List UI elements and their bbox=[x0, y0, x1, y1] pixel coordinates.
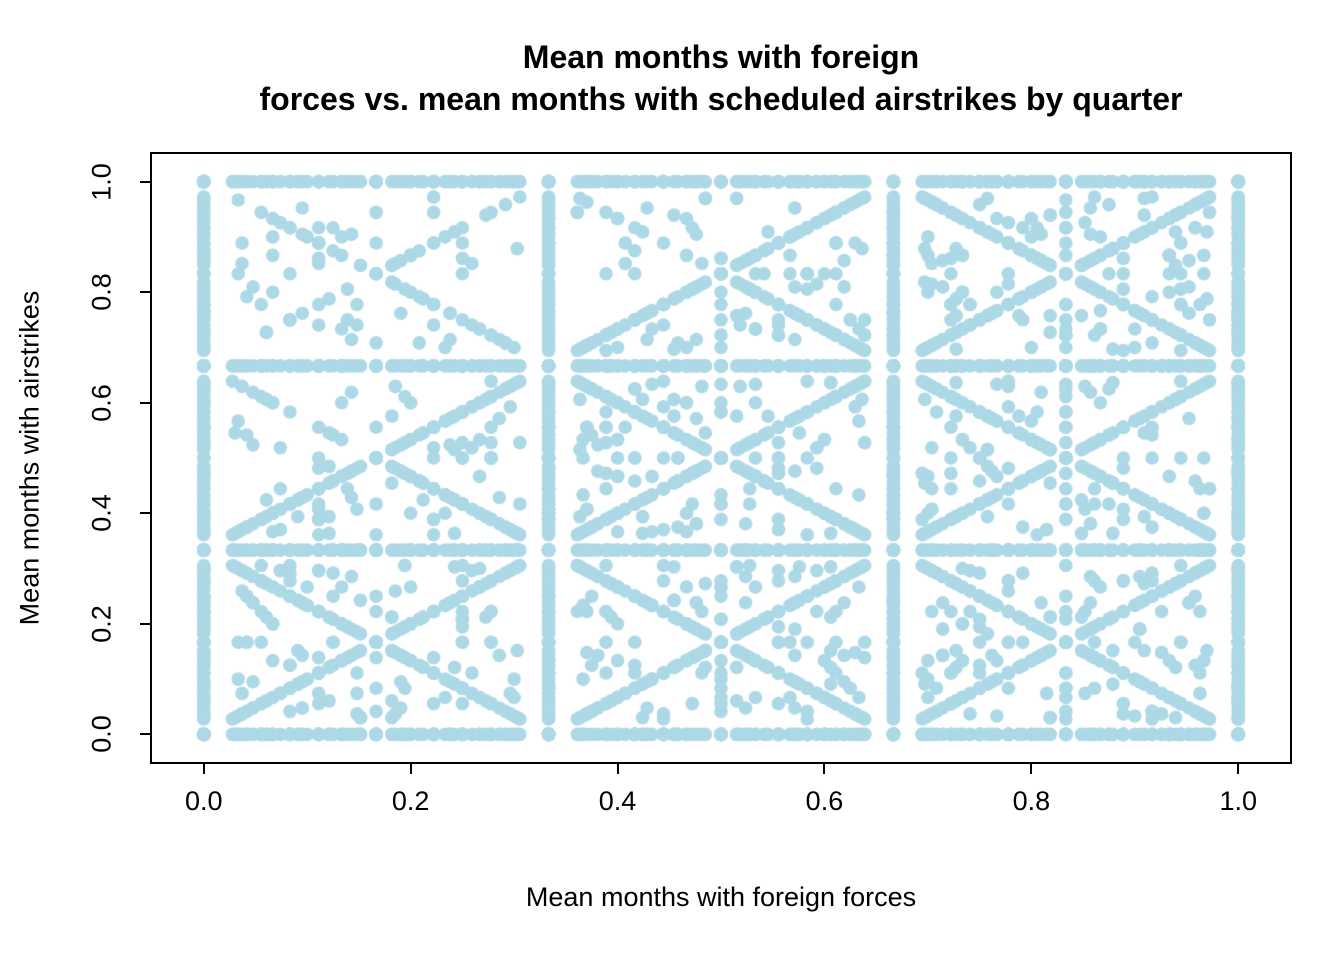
x-tick-label: 0.6 bbox=[805, 786, 844, 816]
y-tick-mark bbox=[140, 512, 150, 515]
x-tick-label: 0.8 bbox=[1012, 786, 1051, 816]
y-tick-mark bbox=[140, 622, 150, 625]
y-tick-label: 1.0 bbox=[86, 162, 117, 201]
y-tick-mark bbox=[140, 401, 150, 404]
y-tick-label: 0.6 bbox=[86, 383, 117, 422]
x-tick-label: 0.2 bbox=[391, 786, 430, 816]
y-tick-label: 0.8 bbox=[86, 273, 117, 311]
chart-title-line-1: Mean months with foreign bbox=[522, 39, 920, 75]
y-axis-title: Mean months with airstrikes bbox=[14, 290, 45, 626]
x-tick-mark bbox=[1030, 764, 1033, 774]
x-tick-mark bbox=[616, 764, 619, 774]
y-tick-label: 0.0 bbox=[86, 715, 117, 754]
y-tick-mark bbox=[140, 291, 150, 294]
x-tick-label: 0.0 bbox=[184, 786, 223, 816]
x-axis-title: Mean months with foreign forces bbox=[525, 882, 917, 912]
y-tick-mark bbox=[140, 180, 150, 183]
y-tick-mark bbox=[140, 733, 150, 736]
x-tick-mark bbox=[202, 764, 205, 774]
x-tick-mark bbox=[1237, 764, 1240, 774]
x-tick-label: 1.0 bbox=[1219, 786, 1258, 816]
y-tick-label: 0.2 bbox=[86, 605, 117, 643]
x-tick-label: 0.4 bbox=[598, 786, 637, 816]
y-tick-label: 0.4 bbox=[86, 494, 117, 533]
plot-area bbox=[150, 152, 1292, 764]
x-tick-mark bbox=[409, 764, 412, 774]
scatter-points-canvas bbox=[152, 154, 1290, 762]
chart-title: Mean months with foreign forces vs. mean… bbox=[150, 36, 1292, 120]
chart-title-line-2: forces vs. mean months with scheduled ai… bbox=[259, 81, 1183, 118]
x-tick-mark bbox=[823, 764, 826, 774]
